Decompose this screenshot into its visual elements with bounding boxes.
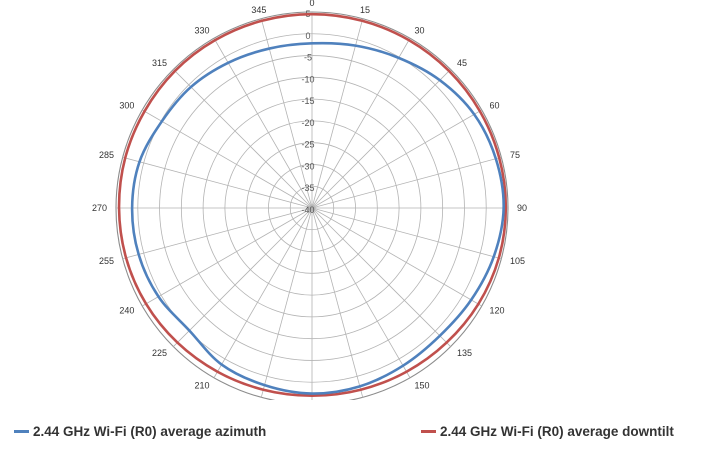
- angle-tick-label: 210: [194, 381, 209, 391]
- radial-tick-label: -20: [301, 118, 314, 128]
- radial-tick-label: 0: [305, 31, 310, 41]
- angle-tick-label: 300: [119, 101, 134, 111]
- legend-label-azimuth: 2.44 GHz Wi-Fi (R0) average azimuth: [33, 424, 267, 439]
- grid-spoke: [311, 207, 411, 378]
- grid-spoke: [122, 207, 313, 260]
- angle-tick-label: 225: [152, 348, 167, 358]
- grid-spoke: [311, 207, 502, 260]
- angle-tick-label: 0: [309, 0, 314, 8]
- grid-spoke: [260, 18, 313, 209]
- radial-tick-label: -10: [301, 74, 314, 84]
- series-downtilt-line: [117, 12, 508, 398]
- legend-label-downtilt: 2.44 GHz Wi-Fi (R0) average downtilt: [440, 424, 674, 439]
- radial-tick-label: -35: [301, 183, 314, 193]
- radial-tick-label: -15: [301, 96, 314, 106]
- grid-spoke: [142, 207, 313, 307]
- grid-spoke: [311, 38, 411, 209]
- grid-spoke: [142, 109, 313, 209]
- legend-swatch-azimuth: [14, 430, 29, 433]
- grid-spoke: [311, 18, 364, 209]
- angular-grid: [116, 12, 508, 400]
- angle-tick-labels: 0153045607590105120135150165180195210225…: [92, 0, 527, 391]
- series-layer: [117, 12, 508, 398]
- radial-tick-label: -40: [301, 205, 314, 215]
- grid-spoke: [311, 207, 482, 307]
- grid-spoke: [173, 207, 313, 347]
- angle-tick-label: 60: [490, 101, 500, 111]
- angle-tick-label: 240: [119, 306, 134, 316]
- grid-spoke: [311, 109, 482, 209]
- grid-spoke: [213, 38, 313, 209]
- radial-tick-label: -5: [304, 53, 312, 63]
- polar-chart: 50-5-10-15-20-25-30-35-40 01530456075901…: [92, 0, 527, 400]
- legend-item-downtilt: 2.44 GHz Wi-Fi (R0) average downtilt: [421, 424, 674, 439]
- legend-swatch-downtilt: [421, 430, 436, 433]
- legend-item-azimuth: 2.44 GHz Wi-Fi (R0) average azimuth: [14, 424, 266, 439]
- angle-tick-label: 75: [510, 150, 520, 160]
- grid-spoke: [260, 207, 313, 398]
- angle-tick-label: 330: [194, 25, 209, 35]
- angle-tick-label: 15: [360, 5, 370, 15]
- angle-tick-label: 30: [415, 25, 425, 35]
- angle-tick-label: 345: [251, 5, 266, 15]
- grid-spoke: [122, 156, 313, 209]
- angle-tick-label: 105: [510, 256, 525, 266]
- grid-spoke: [173, 69, 313, 209]
- radial-tick-label: -25: [301, 140, 314, 150]
- angle-tick-label: 255: [99, 256, 114, 266]
- angle-tick-label: 285: [99, 150, 114, 160]
- legend: 2.44 GHz Wi-Fi (R0) average azimuth 2.44…: [0, 424, 726, 446]
- angle-tick-label: 270: [92, 203, 107, 213]
- grid-spoke: [213, 207, 313, 378]
- angle-tick-label: 135: [457, 348, 472, 358]
- angle-tick-label: 315: [152, 58, 167, 68]
- grid-spoke: [311, 69, 451, 209]
- radial-tick-labels: 50-5-10-15-20-25-30-35-40: [301, 9, 314, 215]
- angle-tick-label: 45: [457, 58, 467, 68]
- grid-spoke: [311, 156, 502, 209]
- grid-spoke: [311, 207, 451, 347]
- radial-tick-label: -30: [301, 161, 314, 171]
- grid-spoke: [311, 207, 364, 398]
- angle-tick-label: 90: [517, 203, 527, 213]
- angle-tick-label: 120: [490, 306, 505, 316]
- series-azimuth-line: [130, 41, 505, 395]
- angle-tick-label: 150: [415, 381, 430, 391]
